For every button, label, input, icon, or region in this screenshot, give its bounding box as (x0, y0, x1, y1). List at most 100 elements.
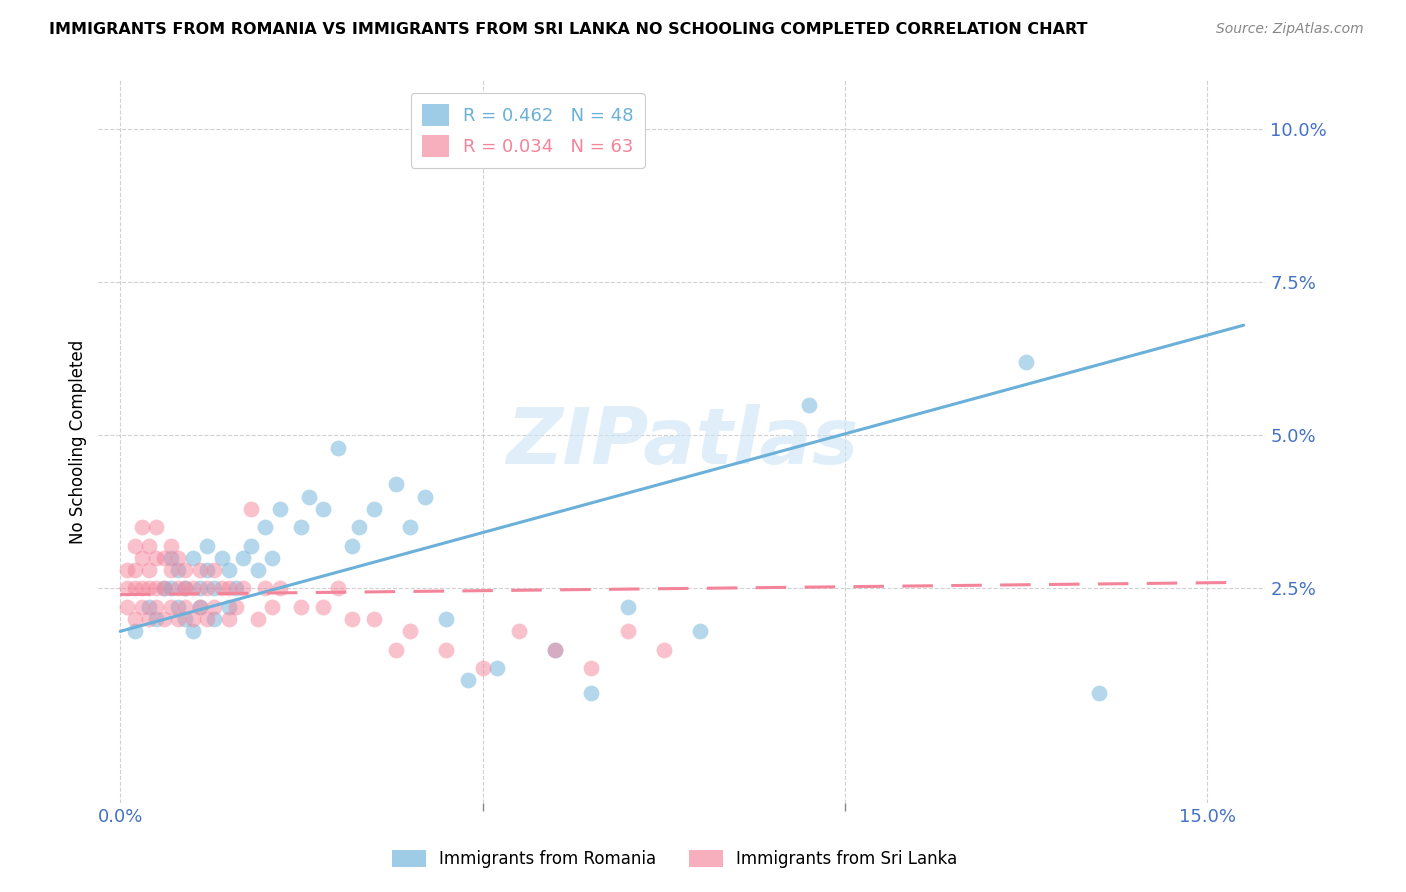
Point (581, 685, 603, 699)
Point (232, 582, 254, 596)
Point (340, 612, 363, 626)
Point (218, 599, 240, 614)
Point (254, 520, 277, 534)
Point (544, 642, 567, 657)
Point (160, 550, 183, 565)
Point (544, 642, 567, 657)
Point (145, 520, 167, 534)
Point (131, 599, 153, 614)
Y-axis label: No Schooling Completed: No Schooling Completed (69, 340, 87, 543)
Point (254, 582, 277, 596)
Legend: R = 0.462   N = 48, R = 0.034   N = 63: R = 0.462 N = 48, R = 0.034 N = 63 (411, 93, 644, 168)
Point (131, 520, 153, 534)
Point (246, 612, 269, 626)
Point (616, 599, 638, 614)
Point (124, 582, 146, 596)
Point (124, 563, 146, 577)
Text: ZIPatlas: ZIPatlas (506, 403, 858, 480)
Point (218, 582, 240, 596)
Point (202, 612, 225, 626)
Point (363, 502, 385, 516)
Point (138, 539, 160, 553)
Point (195, 612, 218, 626)
Point (124, 612, 146, 626)
Point (269, 502, 291, 516)
Point (486, 661, 509, 675)
Point (138, 563, 160, 577)
Point (298, 490, 321, 504)
Point (689, 624, 711, 639)
Point (232, 550, 254, 565)
Point (131, 550, 153, 565)
Point (225, 599, 247, 614)
Point (167, 563, 190, 577)
Point (188, 582, 211, 596)
Point (471, 661, 494, 675)
Point (145, 612, 167, 626)
Point (384, 642, 406, 657)
Point (124, 539, 146, 553)
Legend: Immigrants from Romania, Immigrants from Sri Lanka: Immigrants from Romania, Immigrants from… (385, 843, 965, 875)
Point (160, 599, 183, 614)
Point (312, 502, 335, 516)
Point (138, 612, 160, 626)
Point (195, 563, 218, 577)
Point (246, 563, 269, 577)
Point (188, 599, 211, 614)
Point (181, 582, 204, 596)
Point (434, 612, 457, 626)
Point (188, 563, 211, 577)
Text: IMMIGRANTS FROM ROMANIA VS IMMIGRANTS FROM SRI LANKA NO SCHOOLING COMPLETED CORR: IMMIGRANTS FROM ROMANIA VS IMMIGRANTS FR… (49, 22, 1088, 37)
Point (174, 612, 197, 626)
Point (384, 477, 406, 491)
Point (167, 612, 190, 626)
Point (211, 550, 233, 565)
Point (581, 661, 603, 675)
Point (152, 582, 174, 596)
Point (152, 612, 174, 626)
Point (181, 550, 204, 565)
Point (117, 599, 139, 614)
Text: Source: ZipAtlas.com: Source: ZipAtlas.com (1216, 22, 1364, 37)
Point (239, 539, 262, 553)
Point (160, 539, 183, 553)
Point (124, 624, 146, 639)
Point (652, 642, 675, 657)
Point (152, 550, 174, 565)
Point (262, 599, 284, 614)
Point (399, 624, 422, 639)
Point (1087, 685, 1109, 699)
Point (349, 520, 371, 534)
Point (262, 550, 284, 565)
Point (167, 550, 190, 565)
Point (290, 599, 312, 614)
Point (117, 563, 139, 577)
Point (152, 582, 174, 596)
Point (1015, 355, 1038, 369)
Point (413, 490, 436, 504)
Point (211, 582, 233, 596)
Point (138, 582, 160, 596)
Point (145, 550, 167, 565)
Point (131, 582, 153, 596)
Point (138, 599, 160, 614)
Point (160, 582, 183, 596)
Point (326, 582, 349, 596)
Point (239, 502, 262, 516)
Point (195, 582, 218, 596)
Point (434, 642, 457, 657)
Point (145, 582, 167, 596)
Point (218, 612, 240, 626)
Point (508, 624, 530, 639)
Point (269, 582, 291, 596)
Point (225, 582, 247, 596)
Point (174, 582, 197, 596)
Point (181, 624, 204, 639)
Point (202, 582, 225, 596)
Point (174, 599, 197, 614)
Point (202, 599, 225, 614)
Point (340, 539, 363, 553)
Point (160, 563, 183, 577)
Point (181, 612, 204, 626)
Point (797, 398, 820, 412)
